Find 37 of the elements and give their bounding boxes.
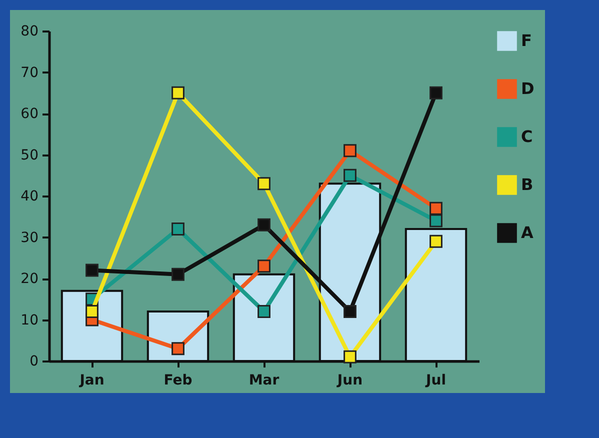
legend-label: A xyxy=(521,223,534,242)
point xyxy=(344,144,356,158)
y-tick-label: 60 xyxy=(20,106,38,122)
point xyxy=(172,268,184,281)
x-tick-label: Jun xyxy=(336,372,363,388)
x-tick-label: Jan xyxy=(78,372,104,388)
point xyxy=(430,86,442,100)
point xyxy=(172,222,184,236)
y-tick-label: 80 xyxy=(20,24,38,40)
y-tick-label: 0 xyxy=(30,354,38,370)
point xyxy=(344,305,356,318)
legend-label: F xyxy=(521,31,532,50)
legend-label: B xyxy=(521,175,534,194)
point xyxy=(430,234,442,248)
y-tick-label: 20 xyxy=(20,271,38,287)
point xyxy=(258,218,270,232)
x-tick-label: Feb xyxy=(164,372,192,388)
point xyxy=(86,305,98,318)
legend-label: D xyxy=(521,79,534,98)
legend-label: C xyxy=(521,127,533,146)
point xyxy=(430,214,442,228)
point xyxy=(258,177,270,190)
point xyxy=(86,264,98,277)
point xyxy=(344,168,356,182)
point xyxy=(172,342,184,356)
point xyxy=(344,350,356,364)
y-tick-label: 50 xyxy=(20,147,38,164)
point xyxy=(258,305,270,318)
point xyxy=(258,260,270,273)
y-tick-label: 40 xyxy=(20,188,38,204)
point xyxy=(172,86,184,100)
x-tick-label: Jul xyxy=(425,372,446,388)
x-tick-label: Mar xyxy=(248,372,280,388)
y-tick-label: 10 xyxy=(20,312,38,328)
y-tick-label: 30 xyxy=(20,230,38,246)
y-tick-label: 70 xyxy=(20,64,38,81)
point xyxy=(430,202,442,215)
